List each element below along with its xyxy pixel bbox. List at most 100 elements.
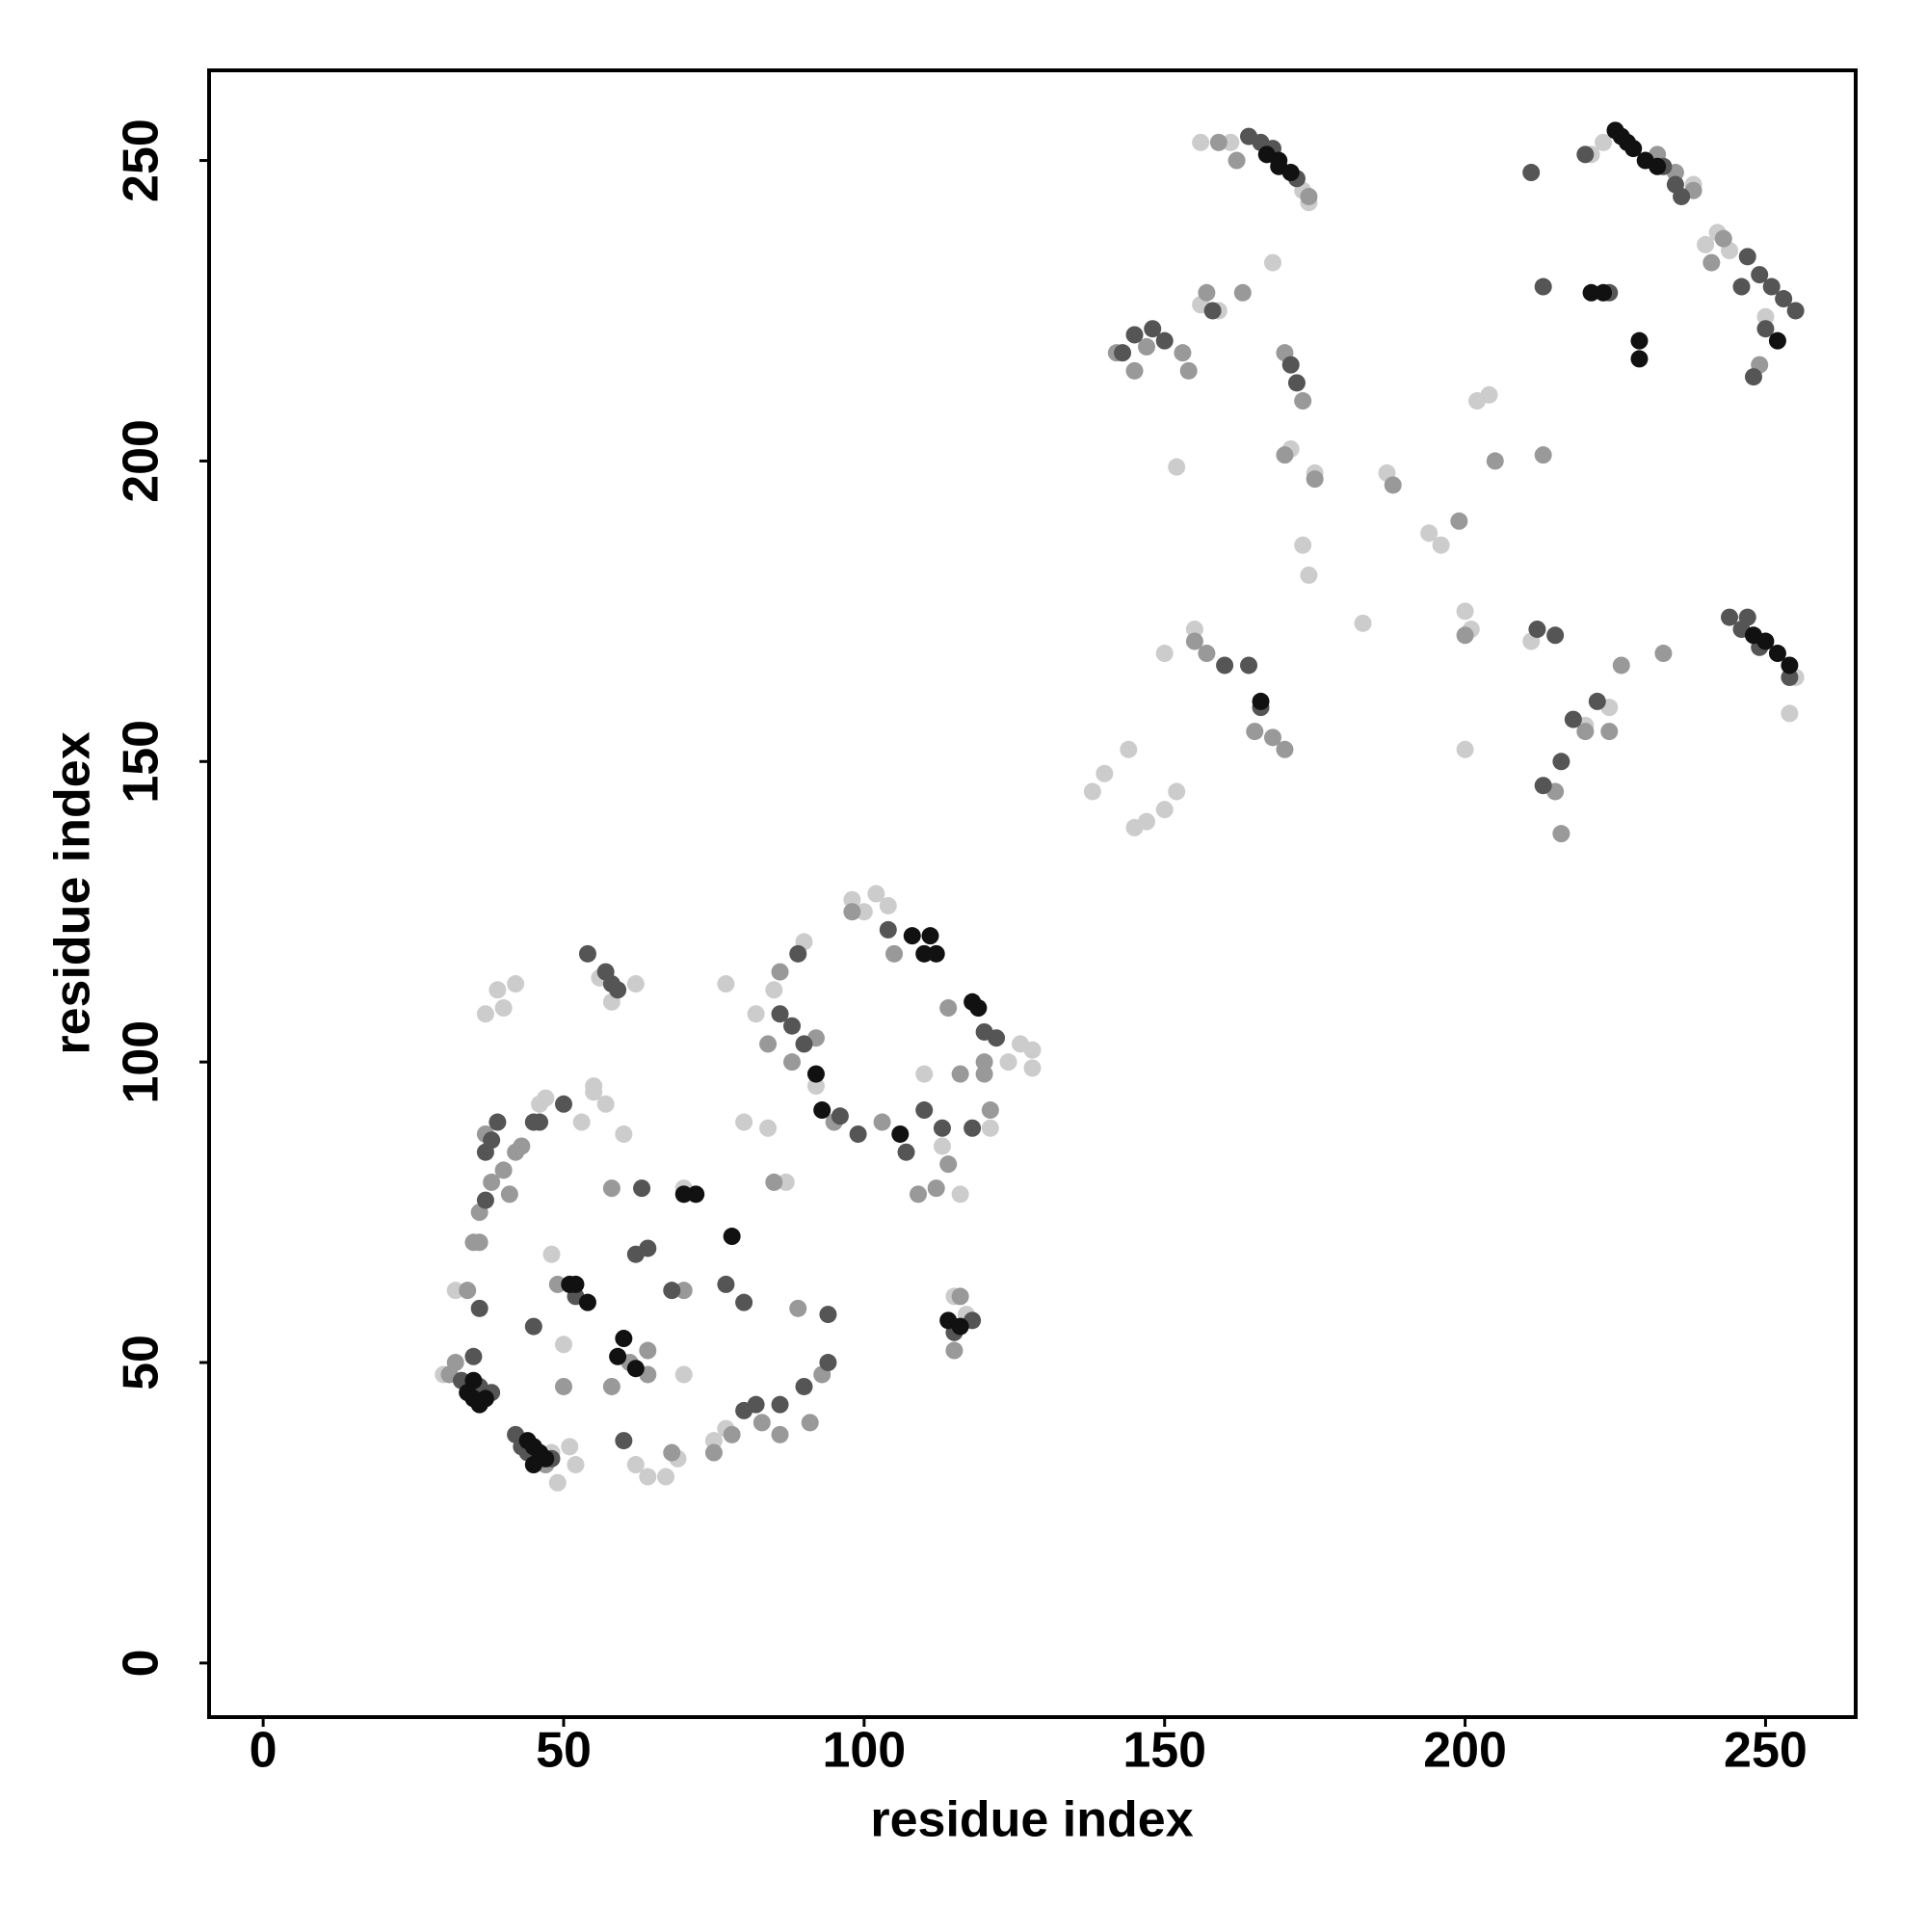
point — [1649, 157, 1667, 175]
point — [542, 1245, 561, 1263]
point — [1432, 536, 1450, 554]
point — [572, 1113, 591, 1131]
point — [897, 1143, 915, 1161]
point — [752, 1414, 771, 1432]
point — [633, 1179, 651, 1198]
point — [476, 1389, 494, 1408]
point — [903, 927, 921, 945]
point — [1546, 626, 1565, 645]
point — [915, 1101, 934, 1120]
point — [969, 999, 988, 1018]
point — [1612, 656, 1630, 675]
point — [1012, 1035, 1030, 1053]
point — [939, 1155, 958, 1174]
point — [795, 1035, 813, 1053]
point — [1203, 302, 1222, 320]
point — [1534, 446, 1552, 464]
point — [723, 1228, 741, 1246]
point — [524, 1456, 542, 1474]
point — [1528, 621, 1546, 639]
point — [1781, 668, 1799, 686]
point — [933, 1119, 951, 1137]
point — [1456, 740, 1474, 758]
point — [476, 1191, 494, 1209]
point — [470, 1233, 488, 1252]
point — [626, 975, 645, 993]
point — [1384, 476, 1402, 494]
point — [1630, 350, 1649, 368]
point — [507, 1143, 525, 1161]
point — [1138, 812, 1156, 831]
point — [1732, 278, 1751, 296]
point — [1198, 645, 1216, 663]
point — [488, 1113, 507, 1131]
point — [1281, 356, 1300, 374]
point — [585, 1077, 603, 1096]
point — [704, 1432, 723, 1450]
point — [1240, 656, 1258, 675]
point — [548, 1473, 567, 1492]
point — [1618, 133, 1636, 151]
point — [615, 1330, 633, 1348]
point — [1450, 512, 1468, 530]
point — [1673, 187, 1691, 205]
y-axis-label: residue index — [45, 731, 101, 1054]
point — [1023, 1059, 1042, 1077]
point — [639, 1341, 657, 1360]
point — [446, 1282, 464, 1300]
point — [879, 920, 897, 939]
point — [765, 981, 783, 999]
point — [554, 1377, 572, 1395]
point — [1781, 704, 1799, 723]
point — [1276, 446, 1294, 464]
point — [470, 1299, 488, 1317]
point — [999, 1053, 1017, 1072]
point — [1582, 283, 1600, 302]
point — [639, 1468, 657, 1486]
point — [843, 890, 861, 909]
x-tick-label: 250 — [1724, 1723, 1808, 1779]
point — [771, 1005, 789, 1023]
point — [1744, 368, 1762, 386]
point — [1198, 283, 1216, 302]
point — [602, 1377, 620, 1395]
point — [981, 1119, 999, 1137]
point — [1168, 782, 1186, 801]
point — [735, 1293, 753, 1311]
point — [1786, 302, 1805, 320]
point — [855, 903, 873, 921]
point — [657, 1468, 675, 1486]
point — [1630, 331, 1649, 350]
point — [1155, 801, 1174, 819]
point — [494, 1161, 513, 1179]
point — [561, 1438, 579, 1456]
point — [464, 1371, 483, 1389]
point — [1155, 331, 1174, 350]
point — [626, 1360, 645, 1378]
point — [1125, 326, 1144, 344]
point — [1703, 253, 1721, 272]
point — [1354, 614, 1372, 632]
point — [1552, 825, 1571, 843]
point — [1600, 723, 1619, 741]
point — [1534, 278, 1552, 296]
point — [951, 1317, 969, 1336]
point — [1576, 146, 1595, 164]
point — [500, 1185, 518, 1204]
point — [1144, 320, 1162, 338]
point — [687, 1185, 705, 1204]
point — [1595, 133, 1613, 151]
point — [1721, 608, 1739, 626]
point — [1174, 344, 1192, 362]
point — [717, 1275, 735, 1293]
x-tick-label: 200 — [1423, 1723, 1507, 1779]
point — [609, 1347, 627, 1365]
point — [801, 1414, 819, 1432]
point — [1306, 470, 1324, 489]
point — [483, 1131, 501, 1150]
point — [578, 1293, 596, 1311]
point — [1185, 621, 1203, 639]
point — [554, 1095, 572, 1113]
point — [933, 1137, 951, 1155]
